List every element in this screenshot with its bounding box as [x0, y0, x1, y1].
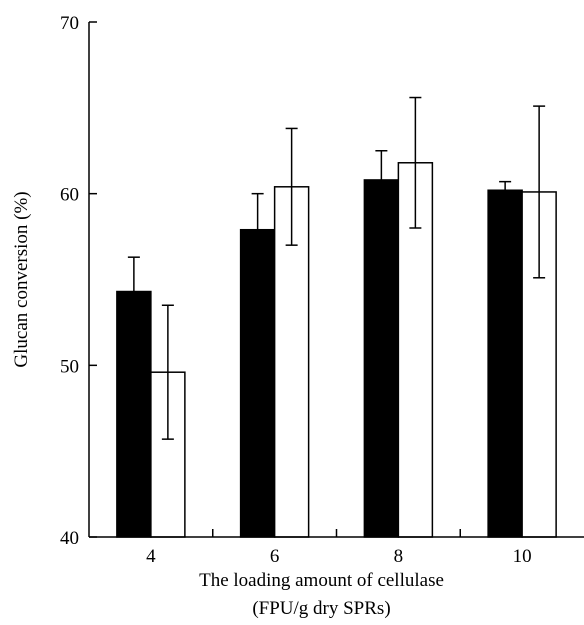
x-axis-label-line-1: The loading amount of cellulase — [199, 570, 444, 591]
x-tick-label: 4 — [146, 546, 156, 567]
bar-black — [116, 290, 152, 538]
y-tick-label: 50 — [60, 356, 79, 377]
y-tick-label: 40 — [60, 528, 79, 549]
error-bars — [127, 96, 546, 440]
y-axis-ticks: 40 50 60 70 — [60, 13, 97, 549]
x-tick-label: 8 — [394, 546, 404, 567]
bar-black — [363, 179, 400, 538]
x-tick-label: 6 — [270, 546, 280, 567]
bars — [116, 162, 557, 538]
x-axis-ticks: 4 6 8 10 — [146, 529, 532, 567]
y-axis-label: Glucan conversion (%) — [11, 191, 32, 367]
x-tick-label: 10 — [513, 546, 532, 567]
y-tick-label: 70 — [60, 13, 79, 34]
y-tick-label: 60 — [60, 185, 79, 206]
x-axis-label-line-2: (FPU/g dry SPRs) — [252, 598, 390, 619]
bar-black — [487, 189, 523, 538]
bar-black — [239, 228, 276, 538]
